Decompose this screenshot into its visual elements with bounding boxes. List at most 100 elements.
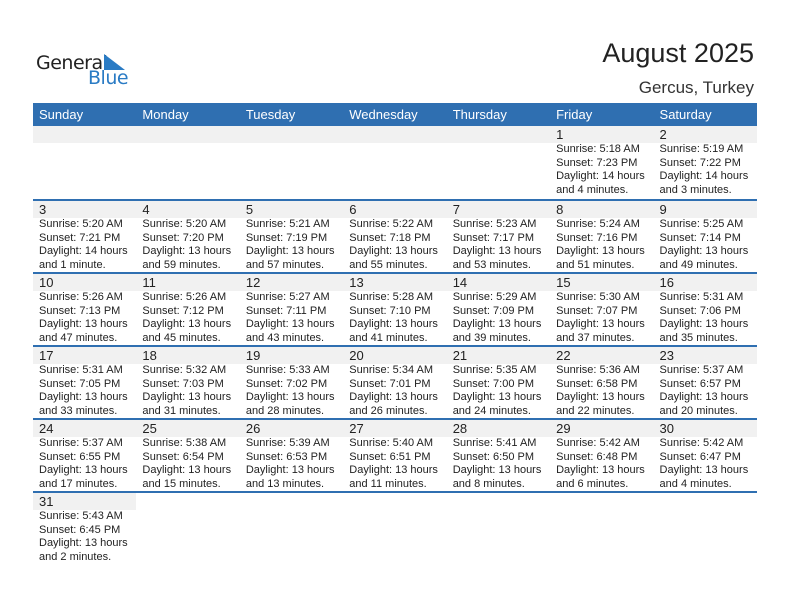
day-number: 14 [446,274,551,291]
daylight-text: Daylight: 13 hours [39,318,128,330]
daylight-text: Daylight: 13 hours [245,391,335,403]
day-number: 29 [550,420,654,437]
empty-cell [446,126,551,199]
daylight-text: Daylight: 13 hours [556,318,645,330]
day-number-bar [239,126,344,143]
daylight-text: Daylight: 13 hours [659,464,749,476]
daylight-text: Daylight: 13 hours [349,245,438,257]
weekday-saturday: Saturday [659,107,712,122]
daylight-minutes-text: and 28 minutes. [245,404,325,417]
day-number: 25 [136,420,240,437]
sunset-text: Sunset: 6:47 PM [659,450,741,463]
sunset-text: Sunset: 6:58 PM [556,377,638,390]
daylight-minutes-text: and 51 minutes. [556,258,635,271]
empty-cell [654,493,757,564]
week-row: 31 Sunrise: 5:43 AM Sunset: 6:45 PM Dayl… [33,491,757,564]
daylight-text: Daylight: 13 hours [349,318,438,330]
sunrise-text: Sunrise: 5:39 AM [245,437,330,449]
day-cell: 3 Sunrise: 5:20 AM Sunset: 7:21 PM Dayli… [33,201,137,272]
sunset-text: Sunset: 7:07 PM [556,304,638,317]
sunrise-text: Sunrise: 5:32 AM [142,364,227,376]
day-number: 21 [446,347,551,364]
day-cell: 20 Sunrise: 5:34 AM Sunset: 7:01 PM Dayl… [343,347,447,418]
daylight-text: Daylight: 13 hours [39,464,128,476]
day-cell: 9 Sunrise: 5:25 AM Sunset: 7:14 PM Dayli… [653,201,757,272]
weekday-wednesday: Wednesday [349,107,418,122]
empty-cell [550,493,653,564]
sunrise-text: Sunrise: 5:35 AM [452,364,537,376]
sunrise-text: Sunrise: 5:38 AM [142,437,227,449]
sunset-text: Sunset: 6:48 PM [556,450,638,463]
sunrise-text: Sunrise: 5:25 AM [659,218,744,230]
day-number: 23 [653,347,757,364]
daylight-minutes-text: and 39 minutes. [452,331,531,344]
sunrise-text: Sunrise: 5:37 AM [39,437,123,449]
daylight-text: Daylight: 13 hours [452,464,542,476]
day-cell: 1 Sunrise: 5:18 AM Sunset: 7:23 PM Dayli… [550,126,654,199]
daylight-minutes-text: and 17 minutes. [39,477,118,490]
sunset-text: Sunset: 7:06 PM [659,304,741,317]
empty-cell [136,493,239,564]
daylight-minutes-text: and 49 minutes. [659,258,738,271]
sunrise-text: Sunrise: 5:18 AM [556,143,640,155]
weekday-header: Sunday Monday Tuesday Wednesday Thursday Frid… [33,103,757,126]
daylight-minutes-text: and 13 minutes. [245,477,325,490]
day-number: 1 [550,126,654,143]
day-number: 27 [343,420,447,437]
day-cell: 11 Sunrise: 5:26 AM Sunset: 7:12 PM Dayl… [136,274,240,345]
empty-cell [343,126,447,199]
sunset-text: Sunset: 7:21 PM [39,231,121,244]
day-number: 18 [136,347,240,364]
day-number: 8 [550,201,654,218]
day-cell: 13 Sunrise: 5:28 AM Sunset: 7:10 PM Dayl… [343,274,447,345]
daylight-text: Daylight: 13 hours [659,318,749,330]
sunset-text: Sunset: 7:00 PM [452,377,535,390]
sunset-text: Sunset: 7:19 PM [245,231,328,244]
day-number: 11 [136,274,240,291]
daylight-text: Daylight: 13 hours [142,391,232,403]
daylight-text: Daylight: 13 hours [452,245,542,257]
daylight-minutes-text: and 35 minutes. [659,331,738,344]
daylight-minutes-text: and 11 minutes. [349,477,427,490]
day-cell: 31 Sunrise: 5:43 AM Sunset: 6:45 PM Dayl… [33,493,137,564]
sunrise-text: Sunrise: 5:21 AM [245,218,330,230]
sunrise-text: Sunrise: 5:41 AM [452,437,537,449]
daylight-minutes-text: and 4 minutes. [659,477,732,490]
sunrise-text: Sunrise: 5:20 AM [142,218,227,230]
day-number: 19 [239,347,344,364]
empty-cell [239,126,344,199]
weekday-sunday: Sunday [39,107,84,122]
week-row: 10 Sunrise: 5:26 AM Sunset: 7:13 PM Dayl… [33,272,757,345]
day-cell: 25 Sunrise: 5:38 AM Sunset: 6:54 PM Dayl… [136,420,240,491]
daylight-text: Daylight: 13 hours [142,464,232,476]
day-cell: 23 Sunrise: 5:37 AM Sunset: 6:57 PM Dayl… [653,347,757,418]
day-cell: 7 Sunrise: 5:23 AM Sunset: 7:17 PM Dayli… [446,201,551,272]
day-cell: 18 Sunrise: 5:32 AM Sunset: 7:03 PM Dayl… [136,347,240,418]
day-number: 7 [446,201,551,218]
sunset-text: Sunset: 7:09 PM [452,304,535,317]
logo-text-general: General [36,52,108,74]
day-number-bar [343,126,447,143]
sunrise-text: Sunrise: 5:24 AM [556,218,640,230]
sunset-text: Sunset: 6:54 PM [142,450,224,463]
logo-triangle-icon [104,54,125,70]
daylight-minutes-text: and 41 minutes. [349,331,428,344]
sunrise-text: Sunrise: 5:30 AM [556,291,640,303]
day-cell: 12 Sunrise: 5:27 AM Sunset: 7:11 PM Dayl… [239,274,344,345]
day-number: 4 [136,201,240,218]
sunset-text: Sunset: 6:51 PM [349,450,431,463]
day-cell: 26 Sunrise: 5:39 AM Sunset: 6:53 PM Dayl… [239,420,344,491]
daylight-minutes-text: and 57 minutes. [245,258,325,271]
sunrise-text: Sunrise: 5:20 AM [39,218,123,230]
daylight-minutes-text: and 43 minutes. [245,331,325,344]
daylight-minutes-text: and 31 minutes. [142,404,221,417]
daylight-minutes-text: and 53 minutes. [452,258,531,271]
day-number-bar [446,126,551,143]
day-number: 26 [239,420,344,437]
day-number: 3 [33,201,137,218]
day-number: 5 [239,201,344,218]
day-cell: 24 Sunrise: 5:37 AM Sunset: 6:55 PM Dayl… [33,420,137,491]
logo: General Blue [36,52,136,92]
daylight-text: Daylight: 13 hours [556,464,645,476]
daylight-text: Daylight: 13 hours [142,245,232,257]
